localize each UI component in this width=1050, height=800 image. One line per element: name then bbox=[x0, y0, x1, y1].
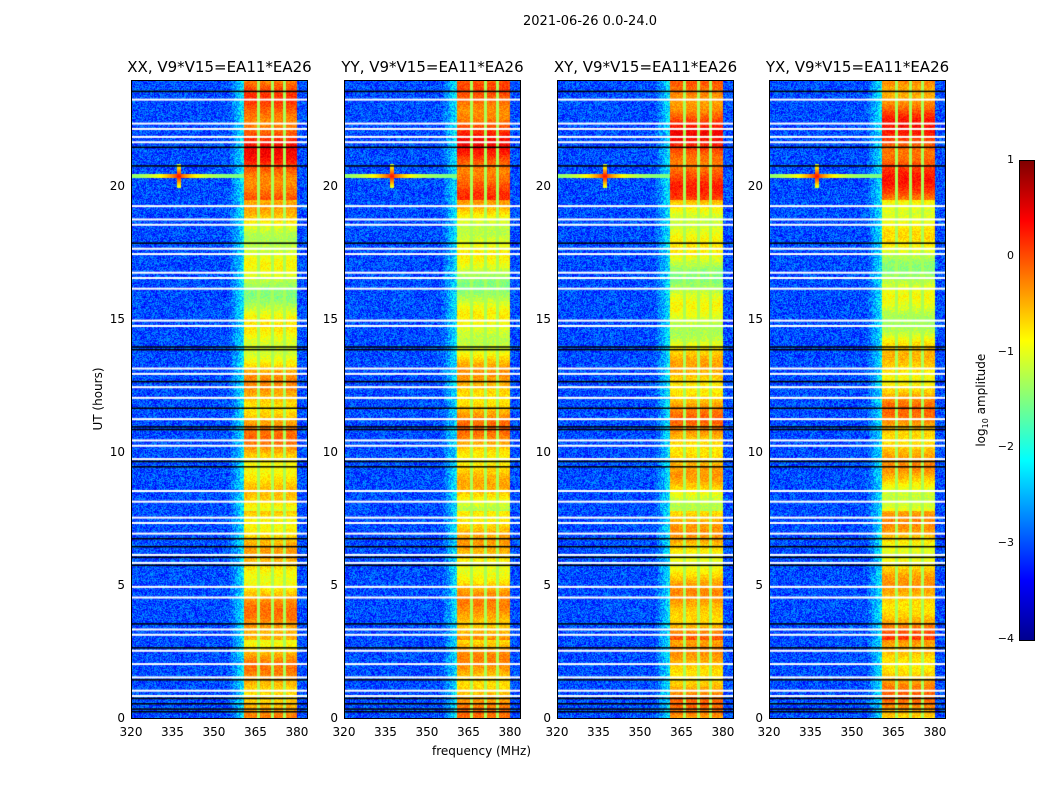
colorbar-tick-label: −2 bbox=[997, 440, 1014, 454]
spectrogram-panel: XY, V9*V15=EA11*EA26 320 335 350 365 380 0 5 10 1… bbox=[536, 58, 737, 739]
y-tick-label: 5 bbox=[755, 577, 763, 592]
panel-title: XY, V9*V15=EA11*EA26 bbox=[553, 58, 738, 76]
y-tick-label: 15 bbox=[747, 311, 763, 326]
x-axis-label: frequency (MHz) bbox=[432, 744, 532, 758]
x-tick-label: 320 bbox=[332, 725, 356, 739]
spectrogram-panel: XX, V9*V15=EA11*EA26 320 335 350 365 380 0 5 10 1… bbox=[110, 58, 312, 739]
y-tick-label: 0 bbox=[755, 711, 763, 725]
x-tick-label: 350 bbox=[415, 725, 439, 739]
y-tick-label: 20 bbox=[322, 178, 338, 193]
x-tick-label: 320 bbox=[757, 725, 781, 739]
y-tick-label: 20 bbox=[109, 178, 125, 193]
y-tick-label: 0 bbox=[543, 711, 551, 725]
colorbar-tick-label: −4 bbox=[997, 632, 1014, 645]
y-tick-label: 0 bbox=[330, 711, 338, 725]
axes-frame bbox=[344, 80, 521, 719]
panel-title: XX, V9*V15=EA11*EA26 bbox=[127, 58, 312, 76]
colorbar-tick-label: 0 bbox=[1007, 248, 1014, 262]
x-tick-label: 335 bbox=[161, 725, 184, 739]
x-tick-label: 320 bbox=[545, 725, 569, 739]
y-tick-label: 15 bbox=[322, 311, 338, 326]
y-tick-label: 10 bbox=[322, 444, 338, 459]
spectrogram-panel: YY, V9*V15=EA11*EA26 320 335 350 365 380 0 5 10 1… bbox=[323, 58, 524, 739]
x-tick-label: 365 bbox=[457, 725, 480, 739]
y-tick-label: 0 bbox=[117, 711, 125, 725]
spectrogram-heatmap bbox=[344, 80, 521, 719]
x-tick-label: 320 bbox=[119, 725, 143, 739]
y-tick-label: 15 bbox=[535, 311, 551, 326]
x-tick-label: 380 bbox=[498, 725, 522, 739]
colorbar-tick-label: 1 bbox=[1007, 153, 1014, 166]
y-tick-label: 20 bbox=[747, 178, 763, 193]
colorbar-tick-label: −1 bbox=[997, 344, 1014, 358]
spectrogram-heatmap bbox=[769, 80, 946, 719]
x-tick-label: 380 bbox=[285, 725, 309, 739]
y-tick-label: 10 bbox=[535, 444, 551, 459]
x-tick-label: 350 bbox=[840, 725, 864, 739]
figure-title: 2021-06-26 0.0-24.0 bbox=[523, 14, 657, 29]
spectrogram-heatmap bbox=[131, 80, 308, 719]
axes-frame bbox=[769, 80, 946, 719]
y-tick-label: 5 bbox=[117, 577, 125, 592]
y-axis-label: UT (hours) bbox=[91, 367, 105, 431]
spectrogram-heatmap bbox=[557, 80, 734, 719]
x-tick-label: 365 bbox=[670, 725, 693, 739]
y-tick-label: 10 bbox=[747, 444, 763, 459]
panel-title: YY, V9*V15=EA11*EA26 bbox=[341, 58, 524, 76]
y-tick-label: 5 bbox=[543, 577, 551, 592]
x-tick-label: 380 bbox=[711, 725, 735, 739]
x-tick-label: 350 bbox=[202, 725, 226, 739]
y-tick-label: 20 bbox=[535, 178, 551, 193]
colorbar-label: log10 amplitude bbox=[973, 353, 991, 447]
colorbar bbox=[1019, 160, 1035, 641]
panel-title: YX, V9*V15=EA11*EA26 bbox=[765, 58, 950, 76]
x-tick-label: 365 bbox=[882, 725, 905, 739]
spectrogram-panel: YX, V9*V15=EA11*EA26 320 335 350 365 380 0 5 10 1… bbox=[748, 58, 949, 739]
x-tick-label: 335 bbox=[374, 725, 397, 739]
y-tick-label: 5 bbox=[330, 577, 338, 592]
y-tick-label: 10 bbox=[109, 444, 125, 459]
colorbar-tick-label: −3 bbox=[997, 536, 1014, 550]
x-tick-label: 380 bbox=[923, 725, 947, 739]
x-tick-label: 350 bbox=[628, 725, 652, 739]
y-tick-label: 15 bbox=[109, 311, 125, 326]
x-tick-label: 335 bbox=[799, 725, 822, 739]
x-tick-label: 335 bbox=[587, 725, 610, 739]
x-tick-label: 365 bbox=[244, 725, 267, 739]
axes-frame bbox=[131, 80, 308, 719]
axes-frame bbox=[557, 80, 734, 719]
